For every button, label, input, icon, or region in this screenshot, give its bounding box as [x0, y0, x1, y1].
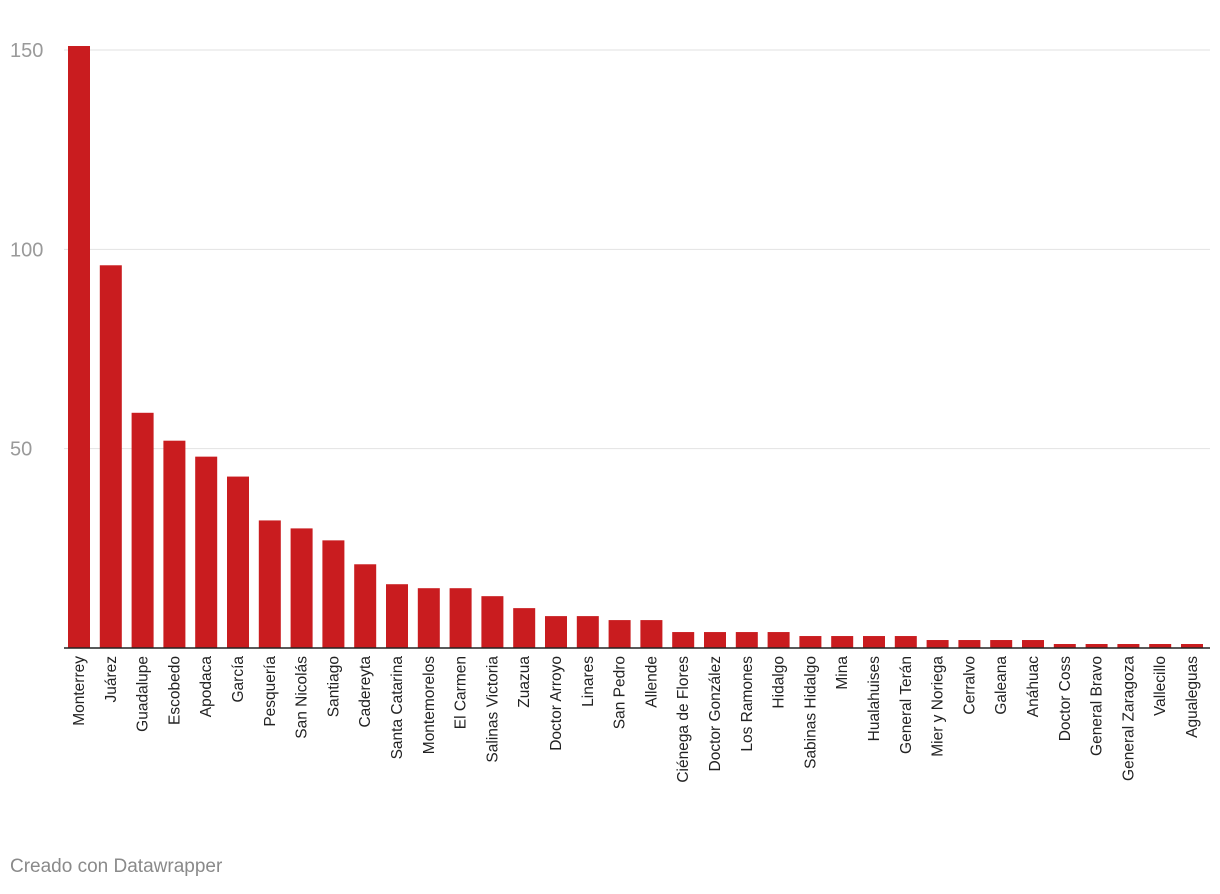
bar-18	[640, 620, 663, 648]
x-category-label: Mina	[834, 656, 851, 690]
bar-0	[68, 46, 90, 648]
y-axis-ticks: 50 100 150	[10, 40, 43, 461]
bars	[68, 46, 1203, 648]
x-category-label: General Bravo	[1089, 656, 1106, 756]
bar-35	[1181, 644, 1203, 648]
x-category-label: García	[230, 656, 247, 703]
bar-19	[672, 632, 695, 648]
x-axis-labels: Monterrey Juárez Guadalupe Escobedo Apodaca G…	[71, 656, 1201, 783]
x-category-label: Cadereyta	[357, 656, 374, 728]
x-category-label: Santa Catarina	[389, 656, 406, 760]
bar-20	[704, 632, 726, 648]
x-category-label: Pesquería	[262, 656, 279, 727]
bar-4	[195, 456, 218, 648]
x-category-label: Allende	[643, 656, 660, 708]
bar-11	[417, 588, 440, 648]
bar-12	[449, 588, 472, 648]
y-tick-label: 50	[10, 439, 32, 461]
x-category-label: Agualeguas	[1184, 656, 1201, 738]
x-category-label: Escobedo	[166, 656, 183, 725]
x-category-label: Mier y Noriega	[930, 656, 947, 757]
x-category-label: Guadalupe	[135, 656, 152, 732]
bar-21	[735, 632, 758, 648]
x-category-label: Anáhuac	[1025, 656, 1042, 717]
grid-lines	[64, 49, 1210, 450]
x-category-label: Hidalgo	[771, 656, 788, 709]
x-category-label: Cerralvo	[961, 656, 978, 715]
bar-9	[354, 564, 377, 648]
x-category-label: Apodaca	[198, 656, 215, 718]
bar-25	[863, 636, 885, 648]
bar-14	[513, 608, 536, 648]
bar-26	[894, 636, 917, 648]
bar-23	[799, 636, 822, 648]
x-category-label: Vallecillo	[1152, 656, 1169, 716]
bar-2	[131, 412, 154, 648]
bar-13	[481, 596, 504, 648]
x-category-label: Los Ramones	[739, 656, 756, 752]
bar-33	[1117, 644, 1140, 648]
bar-31	[1053, 644, 1076, 648]
bar-22	[767, 632, 790, 648]
bar-29	[990, 640, 1013, 648]
bar-24	[831, 636, 854, 648]
bar-30	[1022, 640, 1044, 648]
x-category-label: Doctor González	[707, 656, 724, 771]
bar-10	[386, 584, 408, 648]
x-category-label: San Nicolás	[294, 656, 311, 739]
bar-1	[99, 265, 122, 648]
x-category-label: Montemorelos	[421, 656, 438, 754]
x-category-label: Ciénega de Flores	[675, 656, 692, 783]
bar-16	[576, 616, 599, 648]
credit-text: Creado con Datawrapper	[10, 856, 223, 877]
x-category-label: Santiago	[325, 656, 342, 717]
x-category-label: General Terán	[898, 656, 915, 754]
y-tick-label: 150	[10, 40, 43, 62]
x-category-label: Linares	[580, 656, 597, 707]
x-category-label: Galeana	[993, 656, 1010, 715]
x-category-label: Juárez	[103, 656, 120, 703]
bar-34	[1149, 644, 1172, 648]
y-tick-label: 100	[10, 239, 43, 261]
bar-28	[958, 640, 981, 648]
bar-32	[1085, 644, 1108, 648]
bar-27	[926, 640, 949, 648]
bar-8	[322, 540, 345, 648]
bar-7	[290, 528, 313, 648]
bar-5	[227, 476, 249, 648]
bar-15	[545, 616, 567, 648]
x-category-label: Zuazua	[516, 656, 533, 708]
x-category-label: El Carmen	[453, 656, 470, 729]
x-category-label: San Pedro	[612, 656, 629, 729]
x-category-label: Sabinas Hidalgo	[802, 656, 819, 769]
bar-17	[608, 620, 631, 648]
x-category-label: General Zaragoza	[1120, 656, 1137, 781]
x-category-label: Doctor Coss	[1057, 656, 1074, 742]
bar-6	[258, 520, 281, 648]
x-category-label: Salinas Victoria	[484, 656, 501, 763]
bar-3	[163, 440, 186, 648]
x-category-label: Monterrey	[71, 656, 88, 726]
x-category-label: Hualahuises	[866, 656, 883, 742]
x-category-label: Doctor Arroyo	[548, 656, 565, 751]
